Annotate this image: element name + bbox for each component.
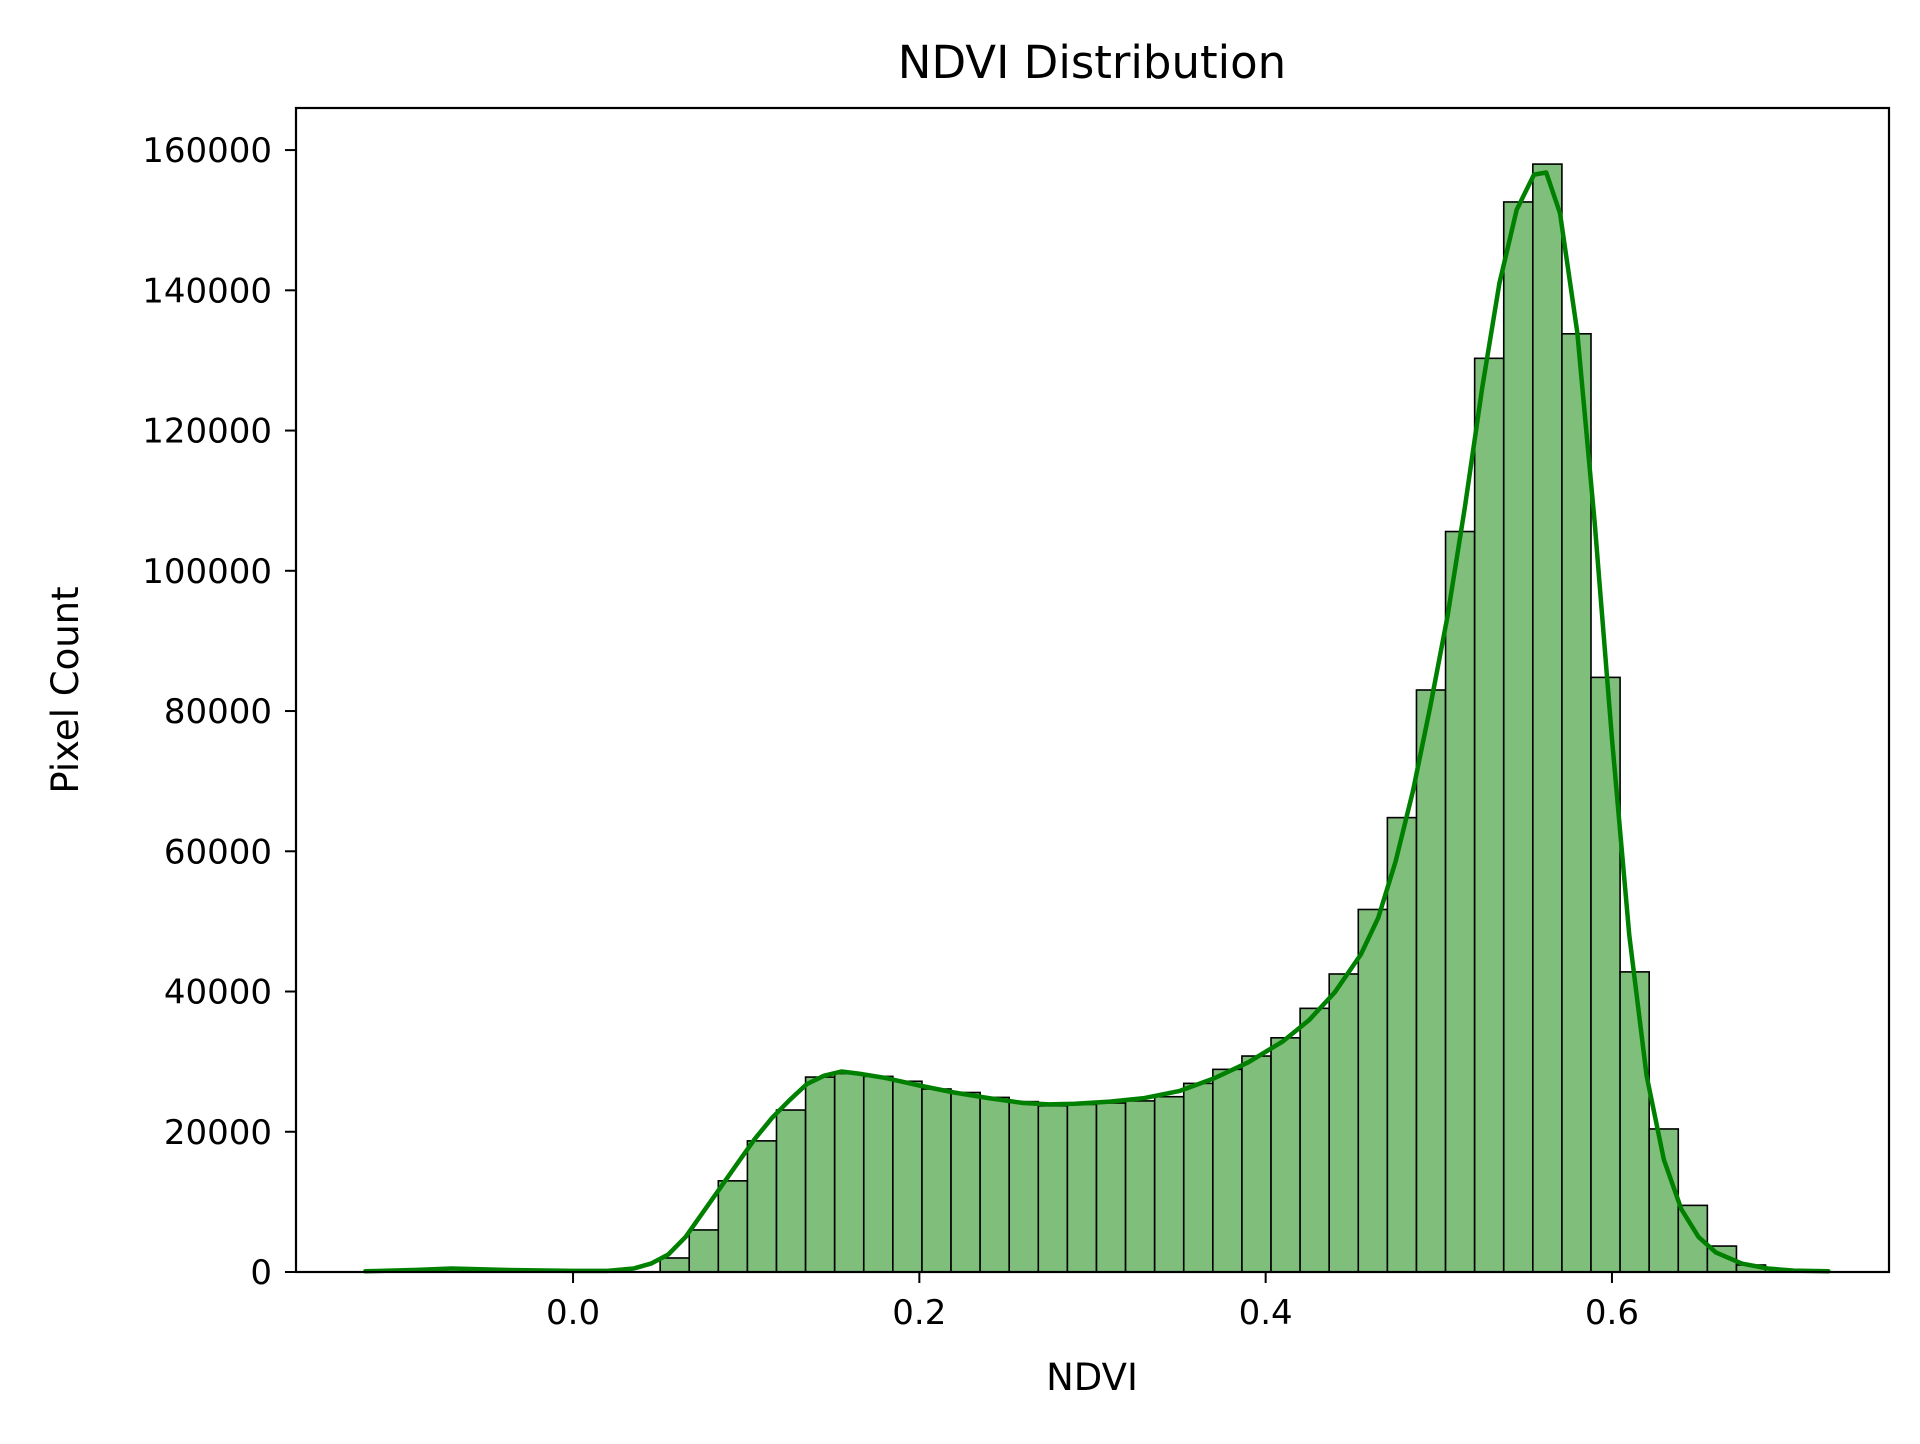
plot-area-frame	[294, 106, 1891, 1274]
x-tick-label-2: 0.4	[1239, 1293, 1293, 1333]
x-tick-label-0: 0.0	[546, 1293, 600, 1333]
histogram-bar-1	[688, 1229, 720, 1273]
histogram-bar-23	[1328, 973, 1360, 1273]
histogram-bar-13	[1037, 1105, 1069, 1273]
y-tick-label-1: 20000	[164, 1113, 272, 1153]
histogram-bar-0	[659, 1257, 691, 1273]
histogram-bar-9	[921, 1088, 952, 1273]
histogram-bar-8	[892, 1080, 923, 1273]
histogram-bar-6	[833, 1072, 865, 1273]
y-tick-label-6: 120000	[142, 412, 272, 452]
histogram-bar-28	[1473, 357, 1505, 1273]
histogram-bar-10	[950, 1091, 981, 1273]
x-axis-label: NDVI	[1046, 1356, 1138, 1399]
histogram-bar-31	[1561, 332, 1592, 1273]
histogram-bar-24	[1357, 908, 1389, 1273]
histogram-bar-3	[746, 1140, 778, 1273]
histogram-bar-30	[1532, 163, 1563, 1273]
y-tick-label-2: 40000	[164, 973, 272, 1013]
histogram-bar-17	[1153, 1095, 1185, 1273]
y-tick-label-8: 160000	[142, 131, 272, 171]
histogram-bar-19	[1212, 1068, 1243, 1273]
histogram-bar-7	[862, 1075, 894, 1273]
x-tick-label-1: 0.2	[892, 1293, 946, 1333]
histogram-bar-5	[804, 1076, 836, 1273]
histogram-bar-22	[1299, 1007, 1330, 1273]
histogram-bar-4	[775, 1109, 807, 1273]
histogram-bar-11	[979, 1096, 1011, 1273]
histogram-bar-12	[1008, 1100, 1040, 1273]
histogram-bar-25	[1386, 816, 1418, 1273]
y-tick-label-4: 80000	[164, 692, 272, 732]
kde-curve	[363, 170, 1831, 1274]
histogram-bars	[659, 163, 1767, 1273]
histogram-bar-29	[1502, 201, 1534, 1273]
histogram-bar-26	[1415, 689, 1447, 1273]
histogram-bar-18	[1182, 1082, 1214, 1273]
histogram-bar-20	[1241, 1055, 1272, 1273]
y-axis-label: Pixel Count	[44, 586, 87, 793]
x-axis-ticks: 0.0 0.2 0.4 0.6	[546, 1272, 1639, 1333]
histogram-bar-33	[1619, 971, 1650, 1273]
histogram-bar-14	[1066, 1103, 1098, 1273]
y-tick-label-3: 60000	[164, 832, 272, 872]
y-axis-ticks: 0 20000 40000 60000 80000 100000 120000 140000 1…	[142, 131, 296, 1293]
y-tick-label-0: 0	[250, 1253, 272, 1293]
histogram-bar-2	[717, 1180, 749, 1273]
histogram-bar-15	[1095, 1102, 1127, 1273]
histogram-bar-21	[1270, 1036, 1301, 1273]
histogram-bar-27	[1444, 530, 1476, 1273]
chart-title: NDVI Distribution	[898, 36, 1286, 89]
histogram-bar-16	[1124, 1100, 1156, 1273]
y-tick-label-7: 140000	[142, 271, 272, 311]
y-tick-label-5: 100000	[142, 552, 272, 592]
x-tick-label-3: 0.6	[1585, 1293, 1639, 1333]
